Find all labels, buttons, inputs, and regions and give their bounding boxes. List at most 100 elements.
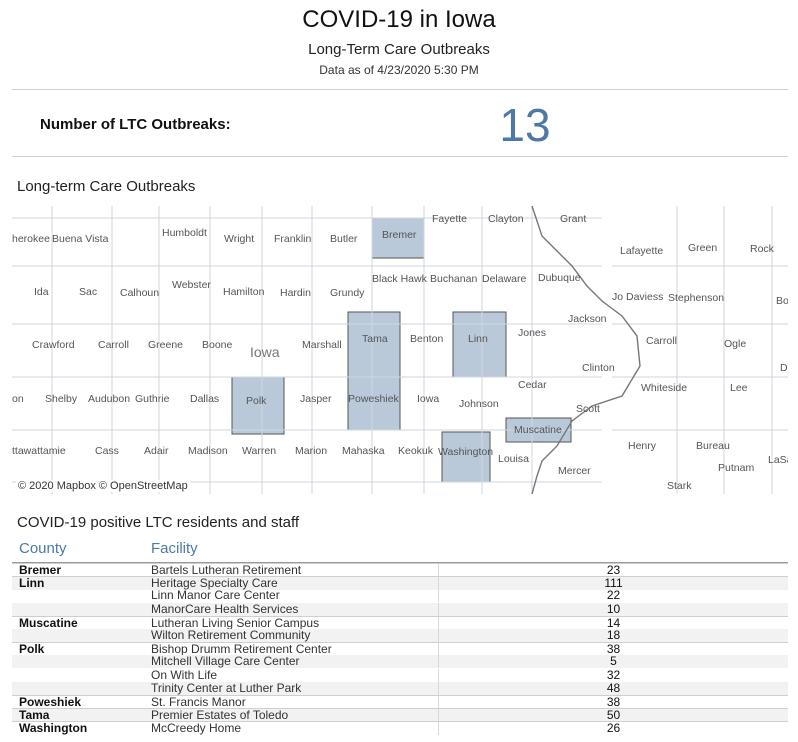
county-label: Bo xyxy=(776,295,788,307)
facility-cell: On With Life xyxy=(151,667,218,682)
table-row[interactable]: Muscatine Lutheran Living Senior Campus 14 xyxy=(12,615,788,630)
county-label: Iowa xyxy=(417,393,439,405)
column-header-county[interactable]: County xyxy=(19,540,67,557)
county-label: Keokuk xyxy=(398,445,434,457)
county-label: Ida xyxy=(34,286,49,298)
county-label: Putnam xyxy=(718,462,754,474)
county-label: Stark xyxy=(667,480,692,492)
county-label: Franklin xyxy=(274,233,312,245)
county-label: Wright xyxy=(224,233,254,245)
data-timestamp: Data as of 4/23/2020 5:30 PM xyxy=(319,63,479,77)
table-row[interactable]: Linn Manor Care Center 22 xyxy=(12,588,788,603)
county-label: Lee xyxy=(730,382,748,394)
county-label: Whiteside xyxy=(641,382,687,394)
divider xyxy=(12,89,788,90)
table-row[interactable]: ManorCare Health Services 10 xyxy=(12,601,788,616)
county-label: Crawford xyxy=(32,339,75,351)
county-label: Buchanan xyxy=(430,273,477,285)
county-cell: Tama xyxy=(19,708,50,723)
county-label: Webster xyxy=(172,279,211,291)
county-label: LaSa xyxy=(768,454,788,466)
county-label: Cedar xyxy=(518,379,547,391)
county-label: Grundy xyxy=(330,287,365,299)
state-border xyxy=(531,206,641,494)
county-label: Linn xyxy=(468,333,488,345)
facility-cell: Lutheran Living Senior Campus xyxy=(151,615,320,630)
county-label: Rock xyxy=(750,243,775,255)
county-cell: Bremer xyxy=(19,563,62,577)
county-cell: Washington xyxy=(19,721,88,736)
county-label: Shelby xyxy=(45,393,78,405)
count-cell: 14 xyxy=(438,616,788,630)
facility-cell: Linn Manor Care Center xyxy=(151,588,280,603)
county-cell: Polk xyxy=(19,642,45,657)
county-label: Dallas xyxy=(190,393,219,405)
county-label: Tama xyxy=(362,333,388,345)
county-label: Greene xyxy=(148,339,183,351)
county-label: herokee xyxy=(12,233,50,245)
county-label: Washington xyxy=(438,446,493,458)
facility-cell: Trinity Center at Luther Park xyxy=(151,680,302,695)
county-label: Green xyxy=(688,242,717,254)
outbreak-map[interactable]: herokee Buena Vista Humboldt Wright Franklin… xyxy=(12,206,788,494)
column-header-facility[interactable]: Facility xyxy=(151,540,198,557)
table-row[interactable]: Tama Premier Estates of Toledo 50 xyxy=(12,708,788,723)
county-cell: Linn xyxy=(19,576,45,591)
county-label: Calhoun xyxy=(120,287,159,299)
facility-cell: ManorCare Health Services xyxy=(151,601,299,616)
county-label: Johnson xyxy=(459,398,499,410)
facility-cell: Mitchell Village Care Center xyxy=(151,654,300,669)
table-row[interactable]: On With Life 32 xyxy=(12,667,788,682)
count-cell: 26 xyxy=(438,722,788,736)
state-label: Iowa xyxy=(250,344,280,360)
map-canvas[interactable]: herokee Buena Vista Humboldt Wright Franklin… xyxy=(12,206,788,494)
county-label: Jones xyxy=(518,327,546,339)
kpi-label: Number of LTC Outbreaks: xyxy=(40,116,231,133)
table-row[interactable]: Polk Bishop Drumm Retirement Center 38 xyxy=(12,642,788,657)
county-label: Ogle xyxy=(724,338,746,350)
table-row[interactable]: Mitchell Village Care Center 5 xyxy=(12,654,788,669)
count-cell: 22 xyxy=(438,589,788,603)
count-cell: 23 xyxy=(438,564,788,577)
county-label: Grant xyxy=(560,213,586,225)
county-label: Jo Daviess xyxy=(612,291,663,303)
county-label: Stephenson xyxy=(668,292,724,304)
county-label: on xyxy=(12,393,24,405)
county-label: ttawattamie xyxy=(12,445,66,457)
table-row[interactable]: Trinity Center at Luther Park 48 xyxy=(12,680,788,695)
county-label: Adair xyxy=(144,445,169,457)
count-cell: 50 xyxy=(438,709,788,723)
table-row[interactable]: Linn Heritage Specialty Care 111 xyxy=(12,576,788,591)
count-cell: 32 xyxy=(438,668,788,682)
county-label: Carroll xyxy=(98,339,129,351)
map-attribution[interactable]: © 2020 Mapbox © OpenStreetMap xyxy=(16,480,190,492)
table-row[interactable]: Washington McCreedy Home 26 xyxy=(12,721,788,736)
kpi-value: 13 xyxy=(499,99,551,151)
county-label: Humboldt xyxy=(162,227,207,239)
county-label: Carroll xyxy=(646,335,677,347)
county-label: Cass xyxy=(95,445,119,457)
count-cell: 10 xyxy=(438,602,788,616)
table-title: COVID-19 positive LTC residents and staf… xyxy=(17,514,300,531)
county-label: Mahaska xyxy=(342,445,385,457)
county-label: Guthrie xyxy=(135,393,170,405)
county-label: Marshall xyxy=(302,339,342,351)
count-cell: 18 xyxy=(438,629,788,642)
count-cell: 111 xyxy=(438,577,788,591)
table-row[interactable]: Wilton Retirement Community 18 xyxy=(12,629,788,642)
table-row[interactable]: Bremer Bartels Lutheran Retirement 23 xyxy=(12,563,788,577)
county-cell: Poweshiek xyxy=(19,695,82,709)
count-cell: 48 xyxy=(438,681,788,695)
county-label: Poweshiek xyxy=(348,393,400,405)
county-label: Clayton xyxy=(488,213,524,225)
county-label: Marion xyxy=(295,445,327,457)
table-row[interactable]: Poweshiek St. Francis Manor 38 xyxy=(12,695,788,709)
county-label: Mercer xyxy=(558,465,591,477)
count-cell: 38 xyxy=(438,643,788,657)
county-label: Henry xyxy=(628,440,657,452)
count-cell: 38 xyxy=(438,696,788,709)
county-label: Black Hawk xyxy=(372,273,428,285)
county-label: Muscatine xyxy=(514,424,562,436)
county-label: Benton xyxy=(410,333,443,345)
facility-cell: St. Francis Manor xyxy=(151,695,246,709)
